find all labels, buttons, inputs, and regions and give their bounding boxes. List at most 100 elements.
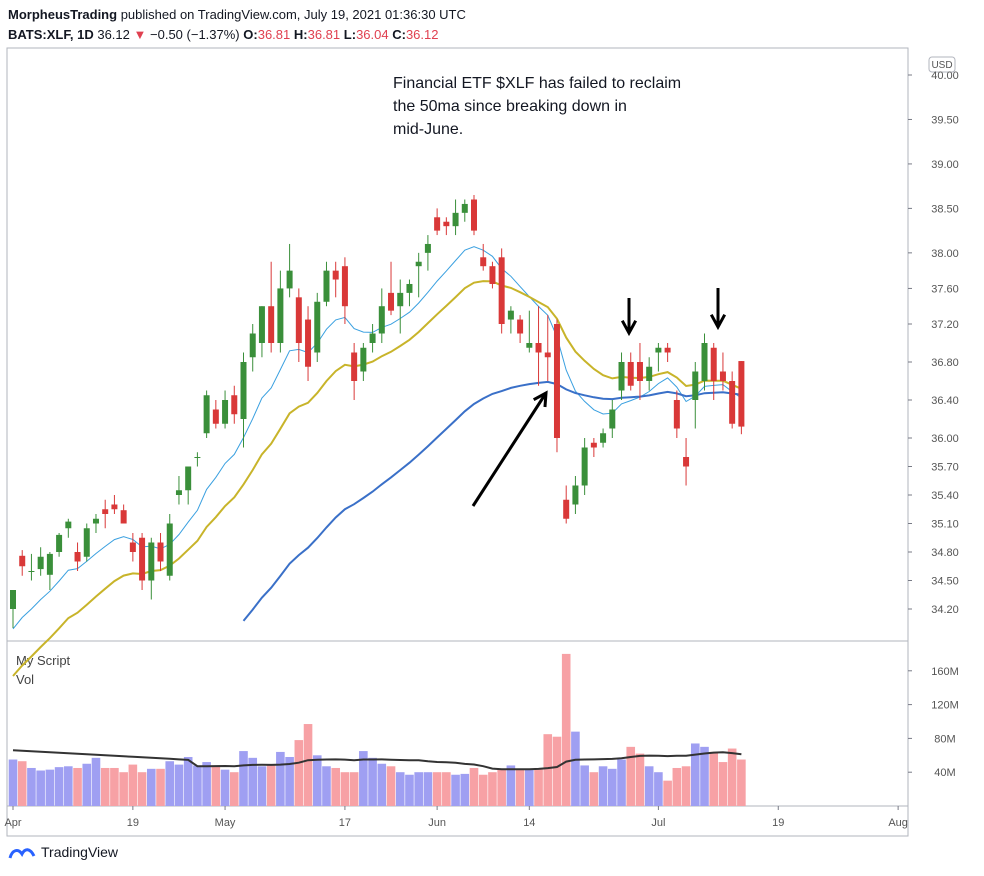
axes: 34.20 34.50 34.80 35.10 35.40 35.70 36.00 36.40… [4, 70, 958, 829]
volume-tick-label: 80M [934, 733, 955, 745]
volume-bar [617, 759, 626, 806]
volume-bar [506, 765, 516, 806]
footer-brand[interactable]: TradingView [41, 844, 119, 860]
volume-bar [580, 765, 589, 806]
candle-body [332, 270, 339, 280]
volume-bar [266, 764, 276, 806]
candle-body [120, 510, 127, 524]
ma-fast-line [12, 246, 742, 630]
volume-bar [442, 772, 451, 806]
plot-border [6, 47, 909, 837]
candle-body [627, 362, 634, 386]
candle-body [673, 400, 680, 429]
candle-body [249, 333, 256, 358]
candle [65, 518, 72, 538]
candle-body [323, 270, 330, 302]
volume-bar [635, 753, 645, 806]
price-tick-label: 36.00 [931, 433, 959, 445]
candle-body [563, 499, 570, 519]
candle [231, 385, 238, 424]
volume-bar [73, 767, 82, 806]
candle [627, 352, 634, 391]
candle [175, 476, 182, 505]
candle [535, 306, 542, 386]
candle [203, 390, 210, 438]
candle [609, 400, 616, 438]
rejection-arrow-2 [709, 288, 727, 331]
price-tick-label: 34.20 [931, 604, 959, 616]
low-label: L: [343, 27, 357, 42]
price-tick-label: 38.00 [931, 248, 959, 260]
price-tick-label: 34.50 [931, 576, 959, 588]
volume-bar [8, 759, 18, 806]
price-tick-label: 39.00 [931, 159, 959, 171]
candle [295, 288, 302, 362]
candle-body [194, 457, 201, 458]
candle [369, 324, 376, 353]
volume-series [8, 653, 746, 806]
candle [563, 485, 570, 524]
candle-body [544, 352, 551, 358]
volume-bar [395, 772, 405, 806]
candle-body [157, 542, 164, 562]
candle-body [461, 203, 468, 213]
candle-body [10, 590, 16, 609]
price-tick-label: 36.80 [931, 357, 959, 369]
candle [738, 361, 745, 435]
candle [148, 537, 155, 600]
volume-bar [100, 767, 110, 806]
currency-badge-label: USD [931, 60, 952, 71]
arrow-head [709, 313, 727, 331]
author-name[interactable]: MorpheusTrading [8, 7, 118, 22]
candle-body [231, 395, 238, 415]
candle [646, 357, 653, 391]
candle-body [65, 521, 72, 529]
annotation-arrows [471, 288, 727, 507]
tradingview-logo-icon [8, 848, 36, 859]
candle-body [351, 352, 358, 381]
volume-bar [156, 768, 165, 806]
candle [673, 390, 680, 438]
candle [729, 371, 736, 429]
candle [406, 279, 413, 307]
candle-body [683, 457, 690, 467]
candle-body [600, 433, 607, 443]
candle-body [452, 212, 459, 227]
candle-body [74, 552, 81, 562]
candle-body [489, 266, 496, 284]
candle [222, 390, 229, 429]
candle-body [314, 301, 321, 353]
volume-bar [718, 762, 728, 806]
candle-body [185, 466, 192, 491]
candle [102, 499, 109, 529]
candle-body [572, 485, 579, 505]
candle [56, 533, 63, 557]
price-tick-label: 34.80 [931, 547, 959, 559]
volume-bar [460, 773, 470, 806]
down-arrow-icon: ▼ [133, 27, 147, 42]
volume-bar [45, 769, 55, 806]
time-tick-label: Jul [651, 817, 665, 829]
volume-bar [147, 768, 156, 806]
volume-bar [478, 774, 488, 806]
candle [636, 343, 643, 400]
volume-bar [174, 764, 184, 806]
candle [120, 504, 127, 524]
candle-body [378, 306, 385, 334]
price-tick-label: 39.50 [931, 114, 959, 126]
candle-body [710, 347, 717, 381]
publish-line: MorpheusTrading published on TradingView… [8, 5, 466, 25]
candle-body [618, 362, 625, 391]
symbol-label[interactable]: BATS:XLF, 1D [8, 27, 94, 42]
candle [37, 547, 44, 576]
candle-body [111, 504, 118, 510]
candle [166, 514, 173, 581]
candle-body [424, 243, 431, 253]
candle [498, 248, 505, 334]
candle-body [46, 553, 53, 575]
candle [212, 400, 219, 429]
candlestick-series [10, 195, 745, 628]
volume-bar [340, 772, 350, 806]
candle [397, 279, 404, 334]
